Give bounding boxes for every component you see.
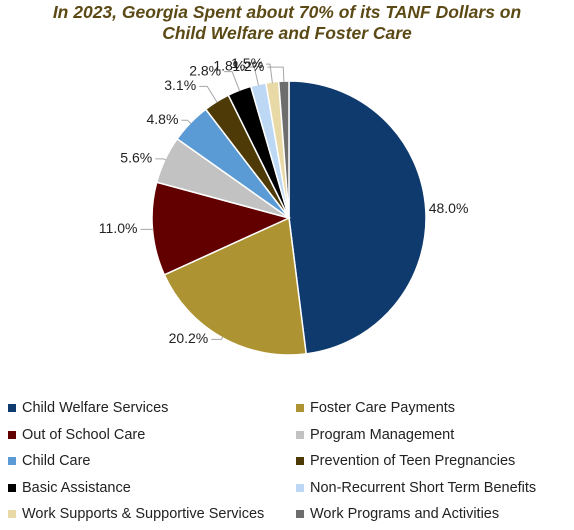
data-label: 5.6% (120, 150, 152, 166)
chart-title-line-1: In 2023, Georgia Spent about 70% of its … (52, 2, 522, 22)
legend-swatch (8, 483, 16, 492)
data-label: 3.1% (164, 77, 196, 93)
legend-label: Prevention of Teen Pregnancies (310, 453, 516, 469)
legend-item: Out of School Care (8, 425, 145, 445)
legend-item: Prevention of Teen Pregnancies (296, 451, 515, 471)
pie-slice-child-welfare-services (288, 80, 427, 355)
leader-line (211, 336, 224, 340)
data-label: 4.8% (147, 111, 179, 127)
chart-title-line-2: Child Welfare and Foster Care (162, 23, 412, 43)
data-label: 48.0% (429, 200, 469, 216)
legend-item: Child Welfare Services (8, 398, 168, 418)
legend-swatch (8, 430, 16, 439)
legend-item: Work Supports & Supportive Services (8, 504, 264, 524)
legend-item: Program Management (296, 425, 454, 445)
legend-swatch (8, 404, 16, 412)
legend-swatch (296, 404, 304, 412)
legend-label: Foster Care Payments (310, 400, 456, 416)
data-label: 1.5% (231, 55, 263, 71)
leader-line (267, 66, 285, 83)
legend-item: Child Care (8, 451, 91, 471)
legend-label: Out of School Care (22, 426, 146, 443)
leader-line (224, 71, 241, 92)
legend-item: Non-Recurrent Short Term Benefits (296, 478, 536, 498)
legend-swatch (296, 483, 304, 492)
legend-label: Non-Recurrent Short Term Benefits (310, 479, 537, 496)
leader-line (181, 119, 192, 125)
leader-line (155, 158, 167, 161)
data-label: 2.8% (189, 62, 221, 78)
data-label: 1.2% (232, 58, 264, 74)
legend-item: Foster Care Payments (296, 398, 455, 418)
legend-swatch (8, 457, 16, 465)
leader-line (199, 85, 218, 103)
chart-title: In 2023, Georgia Spent about 70% of its … (0, 2, 574, 44)
legend-swatch (296, 430, 304, 439)
legend-item: Work Programs and Activities (296, 504, 499, 524)
legend-swatch (296, 510, 304, 518)
data-label: 11.0% (99, 220, 138, 236)
legend-label: Child Care (22, 453, 91, 469)
legend-label: Child Welfare Services (22, 400, 169, 416)
legend-label: Work Programs and Activities (310, 506, 500, 522)
legend-label: Work Supports & Supportive Services (22, 506, 265, 522)
data-label: 20.2% (169, 330, 209, 346)
legend-item: Basic Assistance (8, 478, 131, 498)
legend-swatch (8, 510, 16, 518)
legend-label: Basic Assistance (22, 479, 131, 496)
legend-swatch (296, 457, 304, 465)
data-label: 1.8% (213, 58, 245, 74)
pie-chart: 48.0% 20.2% 11.0% 5.6% 4.8% 3.1%2.8%1.8%1.5%1… (99, 55, 469, 356)
legend-label: Program Management (310, 426, 455, 443)
leader-line (266, 63, 273, 84)
leader-line (248, 66, 259, 86)
